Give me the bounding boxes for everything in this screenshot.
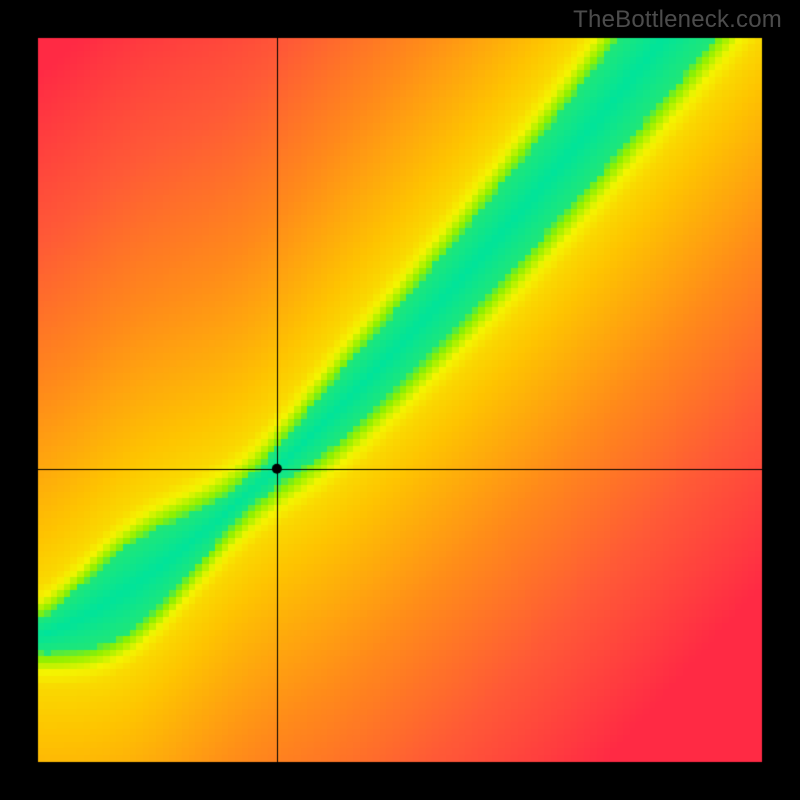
watermark-text: TheBottleneck.com bbox=[573, 6, 782, 34]
chart-root: TheBottleneck.com bbox=[0, 0, 800, 800]
bottleneck-heatmap-canvas bbox=[0, 0, 800, 800]
